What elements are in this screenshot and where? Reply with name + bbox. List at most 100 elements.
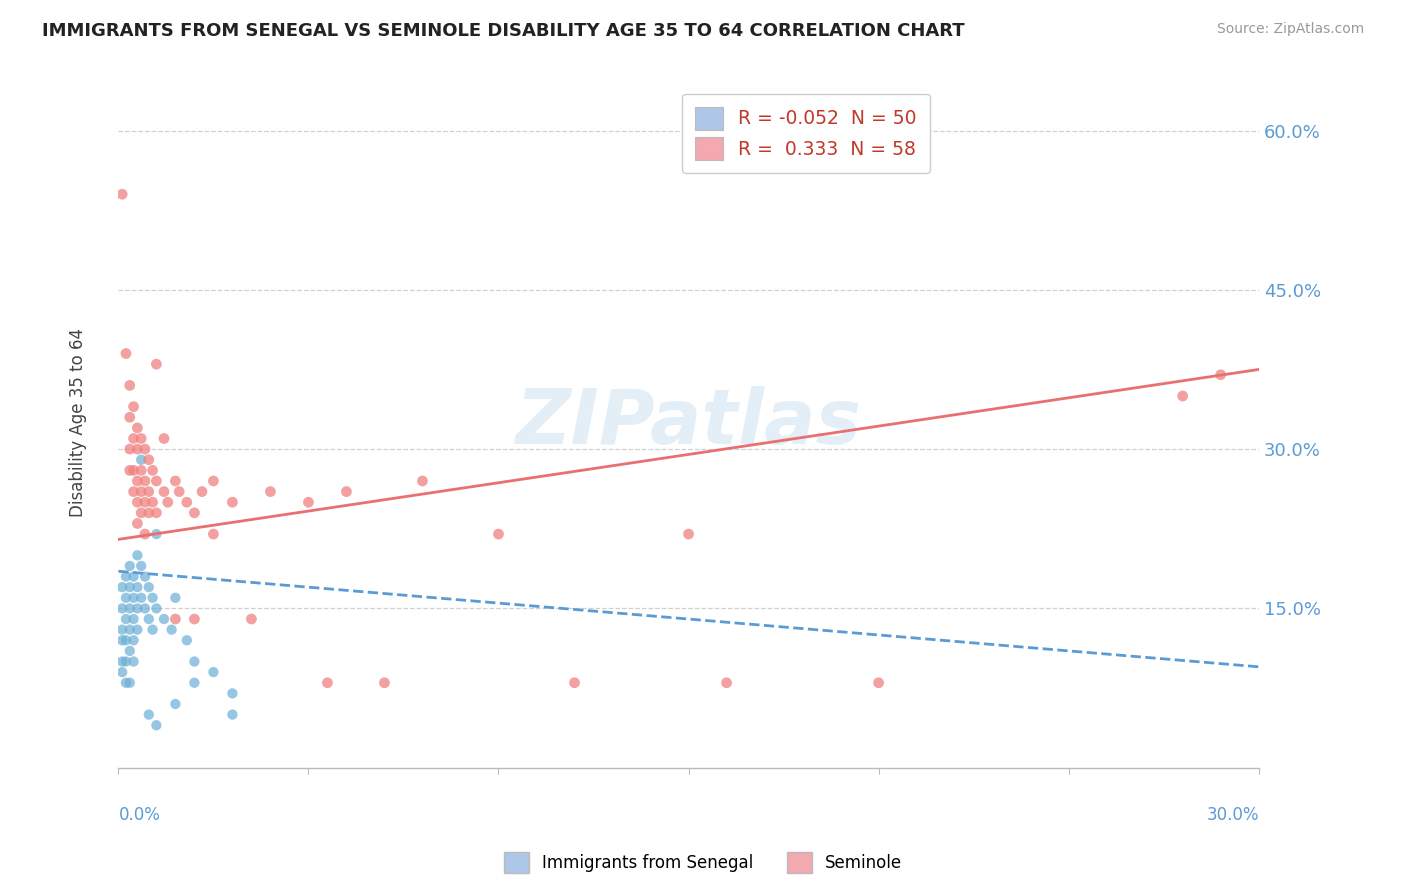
Text: IMMIGRANTS FROM SENEGAL VS SEMINOLE DISABILITY AGE 35 TO 64 CORRELATION CHART: IMMIGRANTS FROM SENEGAL VS SEMINOLE DISA…: [42, 22, 965, 40]
Point: [335, 484, 357, 499]
Point: [115, 346, 138, 360]
Point: [115, 675, 138, 690]
Point: [127, 623, 149, 637]
Point: [240, 612, 263, 626]
Point: [221, 707, 243, 722]
Point: [115, 633, 138, 648]
Point: [122, 400, 145, 414]
Point: [129, 558, 152, 573]
Point: [129, 484, 152, 499]
Point: [127, 516, 149, 531]
Point: [118, 410, 141, 425]
Point: [145, 357, 167, 371]
Point: [138, 452, 160, 467]
Point: [129, 591, 152, 605]
Point: [373, 675, 395, 690]
Point: [160, 623, 183, 637]
Point: [183, 675, 205, 690]
Point: [134, 495, 156, 509]
Point: [129, 463, 152, 477]
Point: [111, 601, 134, 615]
Point: [153, 432, 176, 446]
Point: [118, 623, 141, 637]
Point: [678, 527, 700, 541]
Point: [142, 623, 165, 637]
Point: [129, 432, 152, 446]
Point: [127, 495, 149, 509]
Point: [183, 612, 205, 626]
Point: [202, 474, 225, 488]
Point: [118, 442, 141, 456]
Point: [127, 549, 149, 563]
Text: ZIPatlas: ZIPatlas: [516, 385, 862, 459]
Point: [138, 580, 160, 594]
Point: [488, 527, 510, 541]
Point: [127, 580, 149, 594]
Point: [138, 707, 160, 722]
Point: [122, 655, 145, 669]
Point: [176, 495, 198, 509]
Point: [134, 474, 156, 488]
Point: [111, 633, 134, 648]
Point: [118, 580, 141, 594]
Point: [134, 442, 156, 456]
Point: [118, 644, 141, 658]
Point: [145, 506, 167, 520]
Point: [129, 452, 152, 467]
Point: [134, 569, 156, 583]
Point: [145, 601, 167, 615]
Point: [138, 484, 160, 499]
Point: [118, 378, 141, 392]
Point: [134, 527, 156, 541]
Point: [165, 612, 187, 626]
Point: [868, 675, 890, 690]
Point: [176, 633, 198, 648]
Point: [127, 421, 149, 435]
Point: [202, 527, 225, 541]
Point: [221, 495, 243, 509]
Text: Source: ZipAtlas.com: Source: ZipAtlas.com: [1216, 22, 1364, 37]
Point: [716, 675, 738, 690]
Point: [142, 591, 165, 605]
Point: [138, 612, 160, 626]
Point: [165, 474, 187, 488]
Point: [127, 474, 149, 488]
Point: [259, 484, 281, 499]
Point: [202, 665, 225, 680]
Point: [191, 484, 214, 499]
Legend: R = -0.052  N = 50, R =  0.333  N = 58: R = -0.052 N = 50, R = 0.333 N = 58: [682, 94, 929, 173]
Point: [122, 633, 145, 648]
Point: [122, 591, 145, 605]
Point: [115, 591, 138, 605]
Point: [111, 665, 134, 680]
Point: [165, 697, 187, 711]
Point: [153, 612, 176, 626]
Text: Disability Age 35 to 64: Disability Age 35 to 64: [69, 328, 87, 517]
Point: [122, 432, 145, 446]
Point: [411, 474, 433, 488]
Point: [1171, 389, 1194, 403]
Point: [122, 569, 145, 583]
Point: [115, 612, 138, 626]
Point: [118, 558, 141, 573]
Point: [145, 718, 167, 732]
Point: [115, 655, 138, 669]
Point: [129, 506, 152, 520]
Point: [127, 442, 149, 456]
Text: 0.0%: 0.0%: [118, 805, 160, 823]
Point: [122, 612, 145, 626]
Point: [1209, 368, 1232, 382]
Point: [167, 484, 190, 499]
Point: [111, 623, 134, 637]
Point: [183, 655, 205, 669]
Point: [138, 506, 160, 520]
Point: [111, 580, 134, 594]
Point: [111, 187, 134, 202]
Point: [221, 686, 243, 700]
Point: [122, 484, 145, 499]
Point: [118, 463, 141, 477]
Point: [134, 601, 156, 615]
Point: [118, 601, 141, 615]
Point: [142, 495, 165, 509]
Point: [564, 675, 586, 690]
